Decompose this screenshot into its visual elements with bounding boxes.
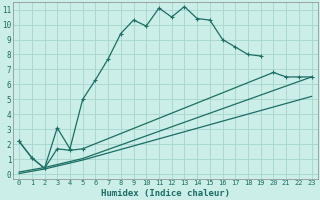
X-axis label: Humidex (Indice chaleur): Humidex (Indice chaleur) <box>101 189 230 198</box>
